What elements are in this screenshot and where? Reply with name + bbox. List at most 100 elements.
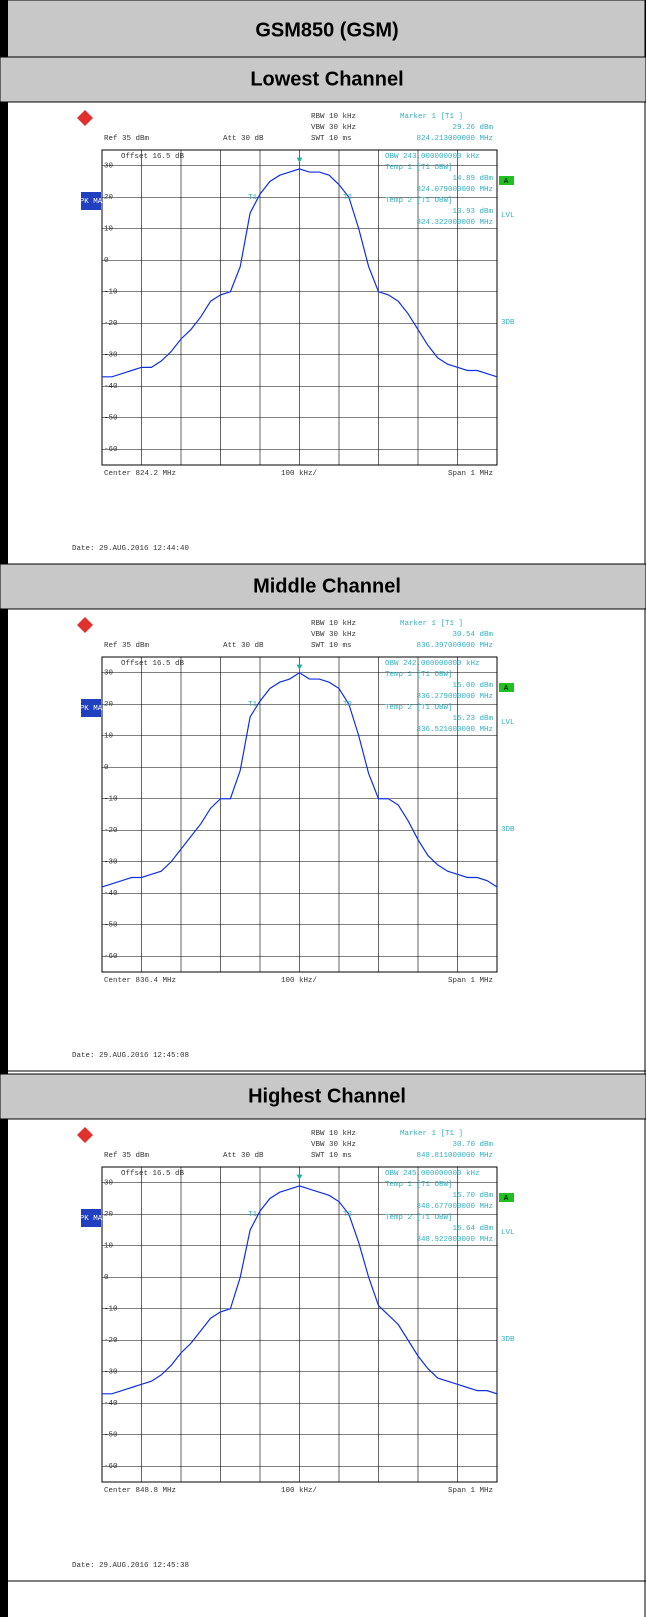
label: 848.677000000 MHz [416, 1203, 493, 1211]
y-tick-label: -40 [104, 1400, 118, 1408]
label: Offset 16.5 dB [121, 660, 185, 668]
label: 100 kHz/ [281, 1487, 318, 1495]
label: Offset 16.5 dB [121, 1170, 185, 1178]
label: 824.213000000 MHz [416, 135, 493, 143]
y-tick-label: -60 [104, 446, 118, 454]
label: 1 PK MAXH [71, 705, 112, 713]
left-border [0, 0, 8, 1617]
y-tick-label: -20 [104, 827, 118, 835]
chan-tag [499, 1193, 514, 1202]
label: 30.54 dBm [452, 631, 493, 639]
section-bar [0, 1073, 646, 1120]
y-tick-label: 20 [104, 701, 114, 709]
marker-t1: T1 [248, 1211, 258, 1219]
label: 836.521000000 MHz [416, 726, 493, 734]
y-tick-label: -40 [104, 890, 118, 898]
label: Date: 29.AUG.2016 12:44:40 [72, 545, 190, 553]
trace-tag [81, 1209, 101, 1227]
label: 14.89 dBm [452, 175, 493, 183]
label: LVL [501, 1229, 515, 1237]
label: Att 30 dB [223, 1152, 264, 1160]
marker-t2: T2 [343, 701, 352, 709]
label: A [504, 1195, 509, 1203]
trace [101, 672, 498, 888]
label: 13.93 dBm [452, 208, 493, 216]
label: Temp 2 [T1 OBW] [385, 704, 453, 712]
y-tick-label: 20 [104, 1211, 114, 1219]
label: SWT 10 ms [311, 1152, 352, 1160]
label: Temp 1 [T1 OBW] [385, 1181, 453, 1189]
marker-t2: T2 [343, 194, 352, 202]
y-tick-label: 20 [104, 194, 114, 202]
label: A [504, 178, 509, 186]
label: Date: 29.AUG.2016 12:45:08 [72, 1052, 189, 1060]
trace-tag [81, 192, 101, 210]
logo [77, 617, 93, 633]
title-bar [0, 0, 646, 58]
y-tick-label: -50 [104, 922, 118, 930]
label: SWT 10 ms [311, 642, 352, 650]
y-tick-label: -30 [104, 352, 118, 360]
label: RBW 10 kHz [311, 1130, 356, 1138]
label: Span 1 MHz [448, 470, 493, 478]
y-tick-label: -10 [104, 289, 118, 297]
marker-t2: T2 [343, 1211, 352, 1219]
label: Ref 35 dBm [104, 135, 150, 143]
section-heading: Lowest Channel [250, 68, 403, 90]
label: Temp 1 [T1 OBW] [385, 671, 453, 679]
label: Marker 1 [T1 ] [400, 1130, 463, 1138]
label: 1 PK MAXH [71, 1215, 112, 1223]
label: 824.322000000 MHz [416, 219, 493, 227]
trace-tag [81, 699, 101, 717]
label: VBW 30 kHz [311, 631, 356, 639]
label: 100 kHz/ [281, 977, 318, 985]
label: Temp 2 [T1 OBW] [385, 1214, 453, 1222]
y-tick-label: -60 [104, 953, 118, 961]
section-heading: Middle Channel [253, 575, 401, 597]
y-tick-label: 30 [104, 1180, 114, 1188]
label: Date: 29.AUG.2016 12:45:38 [72, 1562, 189, 1570]
chan-tag [499, 683, 514, 692]
label: Span 1 MHz [448, 1487, 493, 1495]
y-tick-label: -20 [104, 320, 118, 328]
label: LVL [501, 719, 515, 727]
section-heading: Highest Channel [248, 1085, 406, 1107]
label: 824.079000000 MHz [416, 186, 493, 194]
label: 848.922000000 MHz [416, 1236, 493, 1244]
label: 836.397000000 MHz [416, 642, 493, 650]
y-tick-label: 0 [104, 257, 109, 265]
label: VBW 30 kHz [311, 124, 356, 132]
y-tick-label: 0 [104, 764, 109, 772]
label: Center 824.2 MHz [104, 470, 176, 478]
y-tick-label: -40 [104, 383, 118, 391]
label: 16.64 dBm [452, 1225, 493, 1233]
label: 3DB [501, 826, 515, 834]
label: 3DB [501, 1336, 515, 1344]
y-tick-label: 0 [104, 1274, 109, 1282]
label: LVL [501, 212, 515, 220]
label: 15.70 dBm [452, 1192, 493, 1200]
logo [77, 1127, 93, 1143]
y-tick-label: -10 [104, 796, 118, 804]
label: Ref 35 dBm [104, 1152, 150, 1160]
section-bar [0, 56, 646, 103]
marker-1 [296, 1174, 303, 1180]
y-tick-label: 30 [104, 163, 114, 171]
label: 1 PK MAXH [71, 198, 112, 206]
chan-tag [499, 176, 514, 185]
y-tick-label: -10 [104, 1306, 118, 1314]
label: 29.26 dBm [452, 124, 493, 132]
label: RBW 10 kHz [311, 620, 356, 628]
label: OBW 242.000000000 kHz [385, 660, 480, 668]
label: 30.70 dBm [452, 1141, 493, 1149]
marker-t1: T1 [248, 701, 258, 709]
label: Offset 16.5 dB [121, 153, 185, 161]
label: 848.811000000 MHz [416, 1152, 493, 1160]
y-tick-label: -60 [104, 1463, 118, 1471]
label: 3DB [501, 319, 515, 327]
y-tick-label: -50 [104, 1432, 118, 1440]
label: SWT 10 ms [311, 135, 352, 143]
label: A [504, 685, 509, 693]
logo [77, 110, 93, 126]
